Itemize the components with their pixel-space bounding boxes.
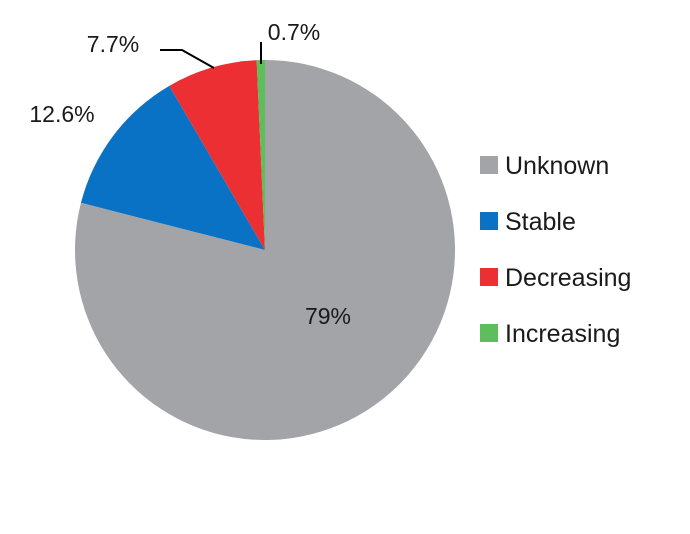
data-label-stable: 12.6% xyxy=(29,101,94,127)
legend-swatch-decreasing xyxy=(480,268,498,286)
pie-slice-decreasing xyxy=(169,60,265,251)
legend-label-increasing: Increasing xyxy=(505,320,620,348)
data-label-unknown: 79% xyxy=(305,303,351,329)
legend-swatch-unknown xyxy=(480,156,498,174)
legend: Unknown Stable Decreasing Increasing xyxy=(480,152,631,348)
data-label-increasing: 0.7% xyxy=(268,19,320,45)
pie-slice-unknown xyxy=(75,59,456,440)
legend-label-stable: Stable xyxy=(505,208,576,236)
data-label-decreasing: 7.7% xyxy=(87,31,139,57)
leader-lines xyxy=(160,42,262,69)
pie-slices xyxy=(75,59,456,440)
legend-label-decreasing: Decreasing xyxy=(505,264,631,292)
data-labels: 79% 12.6% 7.7% 0.7% xyxy=(29,19,351,329)
pie-slice-increasing xyxy=(256,59,265,250)
legend-label-unknown: Unknown xyxy=(505,152,609,180)
leader-line-decreasing xyxy=(160,49,215,69)
pie-slice-stable xyxy=(80,85,265,250)
legend-swatch-increasing xyxy=(480,324,498,342)
legend-swatch-stable xyxy=(480,212,498,230)
